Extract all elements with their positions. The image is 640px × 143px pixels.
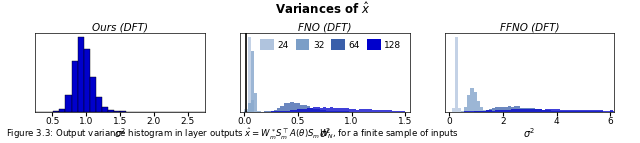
Bar [77, 37, 84, 112]
Polygon shape [244, 51, 405, 112]
Bar [114, 111, 120, 112]
Polygon shape [449, 106, 616, 112]
X-axis label: $\sigma^2$: $\sigma^2$ [319, 126, 331, 140]
Polygon shape [449, 109, 616, 112]
X-axis label: $\sigma^2$: $\sigma^2$ [114, 126, 126, 140]
Title: FNO (DFT): FNO (DFT) [298, 22, 351, 32]
Title: Ours (DFT): Ours (DFT) [92, 22, 148, 32]
Bar [84, 49, 90, 112]
Bar [60, 109, 65, 112]
X-axis label: $\sigma^2$: $\sigma^2$ [524, 126, 536, 140]
Bar [90, 77, 96, 112]
Polygon shape [449, 88, 616, 112]
Polygon shape [244, 37, 405, 112]
Bar [102, 107, 108, 112]
Polygon shape [244, 107, 405, 112]
Legend: 24, 32, 64, 128: 24, 32, 64, 128 [257, 36, 405, 54]
Polygon shape [244, 102, 405, 112]
Text: Figure 3.3: Output variance histogram in layer outputs $\hat{x} = W_m^* S_m^\top: Figure 3.3: Output variance histogram in… [6, 127, 459, 142]
Bar [65, 95, 72, 112]
Bar [96, 97, 102, 112]
Text: Variances of $\hat{x}$: Variances of $\hat{x}$ [275, 1, 371, 17]
Bar [108, 110, 114, 112]
Polygon shape [449, 37, 616, 112]
Title: FFNO (DFT): FFNO (DFT) [500, 22, 559, 32]
Bar [72, 61, 77, 112]
